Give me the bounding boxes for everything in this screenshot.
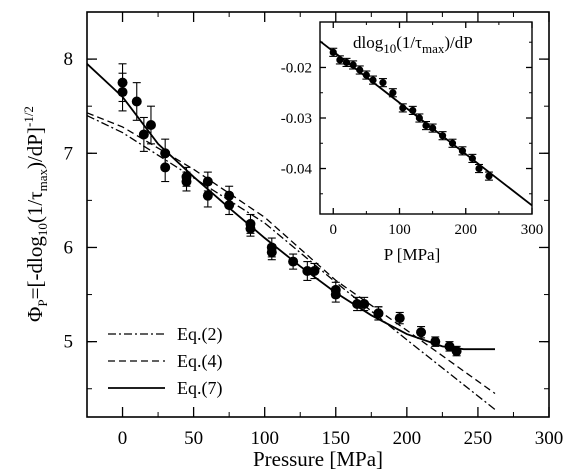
data-point <box>288 256 299 267</box>
data-point <box>359 298 370 309</box>
inset-title-sub2: max <box>422 41 445 56</box>
data-point <box>415 114 423 122</box>
data-point <box>422 121 430 130</box>
series-line-eq4 <box>86 112 496 395</box>
inset-title-end: )/dP <box>444 33 472 52</box>
y-tick-label: 5 <box>64 332 74 353</box>
data-point <box>330 289 341 300</box>
inset-title-sub1: 10 <box>383 41 396 56</box>
x-tick-label: 250 <box>464 428 493 449</box>
x-tick-label: 0 <box>118 428 128 449</box>
inset-data-points <box>329 47 493 181</box>
y-axis-title-power: -1/2 <box>21 106 36 127</box>
y-axis-title-tau-sub: max <box>35 169 50 192</box>
data-point <box>356 66 364 74</box>
x-tick-label: 150 <box>322 428 351 449</box>
data-point <box>430 336 441 347</box>
data-point <box>468 154 476 163</box>
x-tick-label: 100 <box>388 222 411 238</box>
data-point <box>266 247 277 258</box>
y-tick-label: 7 <box>64 143 74 164</box>
y-axis-title-log-sub: 10 <box>35 223 50 236</box>
data-point <box>349 61 357 69</box>
x-tick-label: 200 <box>393 428 422 449</box>
data-point <box>444 341 455 352</box>
y-tick-label: -0.03 <box>281 111 312 127</box>
inset-axis-ticks: 0 100 200 300 -0.02 -0.03 -0.04 <box>281 22 544 238</box>
data-point <box>485 172 493 180</box>
x-tick-label: 50 <box>184 428 203 449</box>
data-point <box>145 120 156 131</box>
data-point <box>117 87 128 98</box>
legend-label: Eq.(7) <box>177 378 222 399</box>
data-point <box>160 162 171 173</box>
data-point <box>181 176 192 187</box>
x-axis-title: Pressure [MPa] <box>253 447 383 471</box>
series-line-eq7 <box>86 63 495 351</box>
data-point <box>475 164 483 173</box>
series-line-eq2 <box>86 115 496 411</box>
y-axis-title: ΦP=[-dlog10(1/τmax)/dP]-1/2 <box>21 106 50 322</box>
y-axis-title-after-log: (1/τ <box>23 191 47 223</box>
data-point <box>302 266 313 277</box>
x-tick-label: 300 <box>521 222 544 238</box>
data-point <box>224 200 235 211</box>
main-plot-frame <box>86 11 550 418</box>
y-axis-title-phi-sub: P <box>35 299 50 306</box>
data-point <box>429 124 437 132</box>
data-point <box>202 190 213 201</box>
y-tick-label: -0.04 <box>281 162 313 178</box>
inset-x-axis-title: P [MPa] <box>384 245 441 264</box>
data-point <box>336 56 344 64</box>
x-tick-label: 300 <box>535 428 564 449</box>
y-axis-title-phi: Φ <box>23 307 47 322</box>
y-tick-label: 8 <box>64 49 74 70</box>
inset-plot: 0 100 200 300 -0.02 -0.03 -0.04 dlog10(1/τmax)… <box>281 21 544 264</box>
x-tick-label: 200 <box>455 222 478 238</box>
data-point <box>394 313 405 324</box>
data-point <box>448 139 457 147</box>
legend: Eq.(2) Eq.(4) Eq.(7) <box>108 324 222 399</box>
data-point <box>451 346 462 357</box>
data-point <box>389 89 397 97</box>
data-point <box>373 308 384 319</box>
legend-label: Eq.(2) <box>177 324 222 345</box>
y-tick-label: -0.02 <box>281 60 312 76</box>
inset-plot-frame <box>319 21 533 215</box>
data-point <box>458 147 467 155</box>
y-tick-label: 6 <box>64 237 74 258</box>
data-point <box>399 104 407 112</box>
inset-title-mid: (1/τ <box>396 33 422 52</box>
data-point <box>362 71 370 79</box>
data-point <box>131 96 142 107</box>
data-point <box>329 48 337 56</box>
data-point <box>438 132 447 140</box>
inset-title-pre: dlog <box>353 33 384 52</box>
main-curves <box>86 63 496 411</box>
data-point <box>342 58 351 67</box>
data-point <box>369 76 377 84</box>
inset-title: dlog10(1/τmax)/dP <box>353 33 473 56</box>
data-point <box>309 266 320 277</box>
x-tick-label: 100 <box>250 428 279 449</box>
data-point <box>138 129 149 140</box>
data-point <box>245 223 256 234</box>
data-point <box>409 106 417 115</box>
y-axis-title-end: )/dP] <box>23 127 47 169</box>
data-point <box>352 298 363 309</box>
x-tick-label: 0 <box>330 222 338 238</box>
main-data-points <box>117 63 462 357</box>
data-point <box>379 79 387 87</box>
legend-label: Eq.(4) <box>177 351 222 372</box>
data-point <box>416 327 427 338</box>
y-axis-title-middle: =[-dlog <box>23 236 47 300</box>
